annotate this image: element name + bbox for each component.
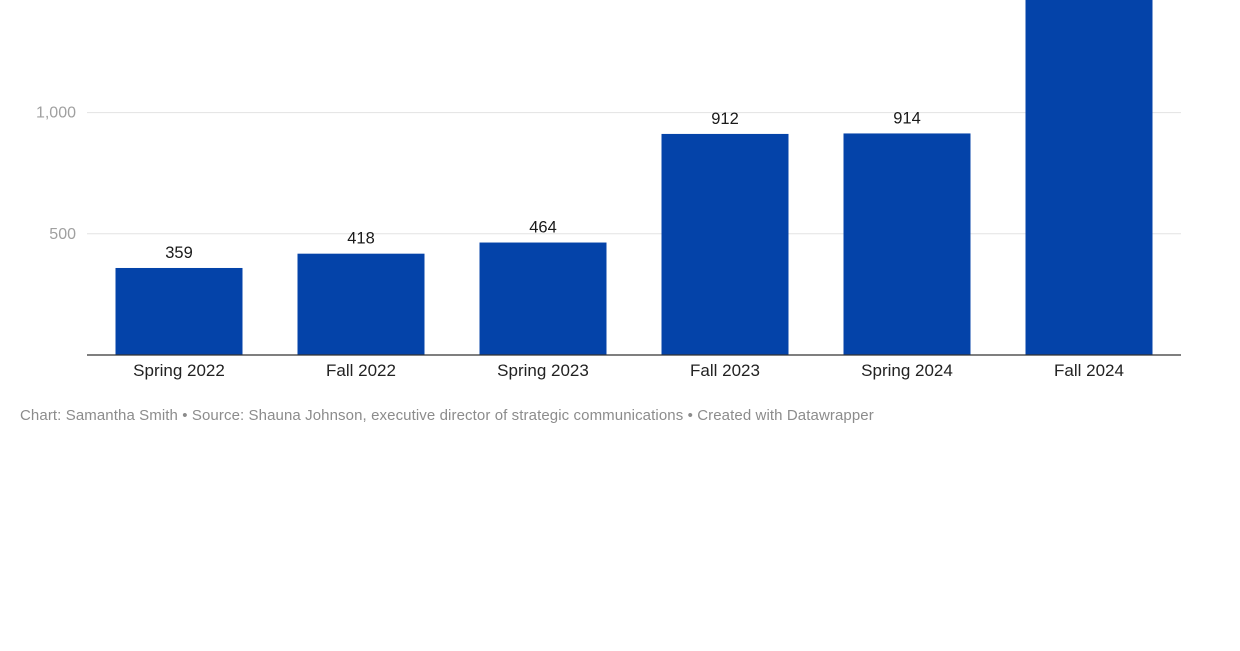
bars: [115, 0, 1153, 355]
y-tick-label: 500: [49, 226, 76, 243]
y-tick-label: 1,000: [36, 105, 76, 122]
bar: [1025, 0, 1153, 355]
bar: [115, 267, 243, 355]
data-label: 914: [893, 109, 921, 127]
x-tick-label: Spring 2023: [497, 361, 589, 380]
bar: [297, 253, 425, 355]
bar-chart: 500 1,000 359 418 464 912 914 Spring 2022 Fall…: [36, 0, 1181, 380]
data-label: 912: [711, 110, 739, 128]
data-labels: 359 418 464 912 914: [165, 109, 921, 262]
x-tick-label: Fall 2023: [690, 361, 760, 380]
x-tick-label: Fall 2022: [326, 361, 396, 380]
gridlines: [87, 112, 1181, 235]
x-tick-label: Spring 2022: [133, 361, 225, 380]
data-label: 359: [165, 244, 193, 262]
bar: [479, 242, 607, 355]
x-tick-label: Spring 2024: [861, 361, 953, 380]
bar: [843, 133, 971, 355]
y-axis-tick-labels: 500 1,000: [36, 105, 76, 243]
data-label: 418: [347, 230, 375, 248]
data-label: 464: [529, 219, 557, 237]
bar: [661, 133, 789, 355]
x-tick-label: Fall 2024: [1054, 361, 1124, 380]
x-axis-tick-labels: Spring 2022 Fall 2022 Spring 2023 Fall 2023…: [133, 361, 1124, 380]
chart-footer: Chart: Samantha Smith • Source: Shauna J…: [20, 407, 874, 424]
